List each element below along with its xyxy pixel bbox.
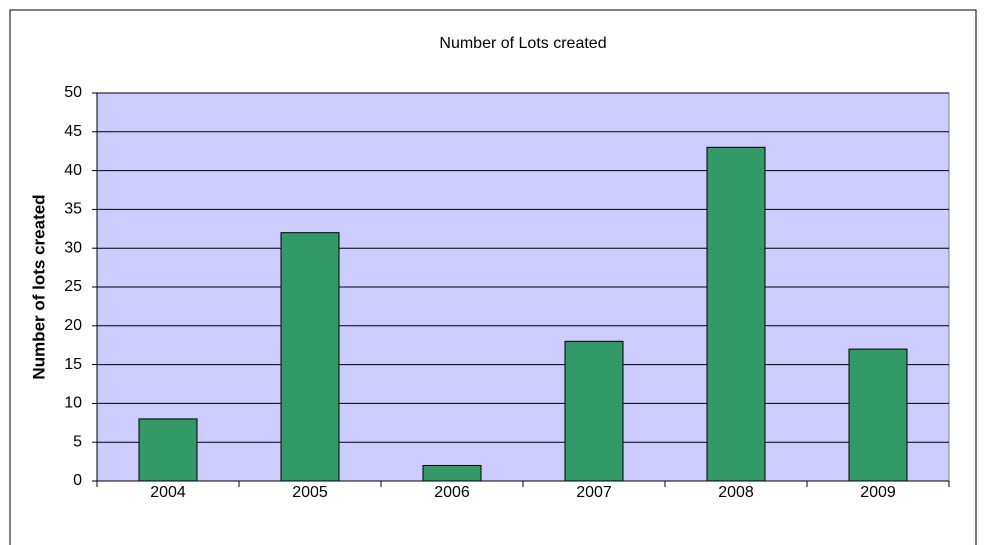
bar (280, 232, 340, 482)
chart-frame (9, 9, 977, 545)
y-tick-label: 45 (64, 123, 82, 140)
y-tick-label: 25 (64, 278, 82, 295)
bar (848, 348, 908, 482)
y-tick-label: 5 (73, 433, 82, 450)
bar (564, 340, 624, 482)
y-tick-label: 0 (73, 472, 82, 489)
x-tick-label: 2009 (860, 484, 896, 501)
y-tick-label: 40 (64, 162, 82, 179)
x-tick-label: 2006 (434, 484, 470, 501)
x-tick-label: 2004 (150, 484, 186, 501)
y-tick-label: 10 (64, 395, 82, 412)
y-tick-label: 50 (64, 84, 82, 101)
y-tick-label: 15 (64, 356, 82, 373)
bar (138, 418, 198, 482)
y-tick-label: 30 (64, 239, 82, 256)
bar (422, 464, 482, 482)
bar (706, 146, 766, 482)
chart-title: Number of Lots created (439, 35, 606, 52)
y-tick-label: 20 (64, 317, 82, 334)
x-tick-label: 2005 (292, 484, 328, 501)
x-tick-label: 2007 (576, 484, 612, 501)
y-axis-label: Number of lots created (29, 194, 48, 379)
y-tick-label: 35 (64, 201, 82, 218)
x-tick-label: 2008 (718, 484, 754, 501)
